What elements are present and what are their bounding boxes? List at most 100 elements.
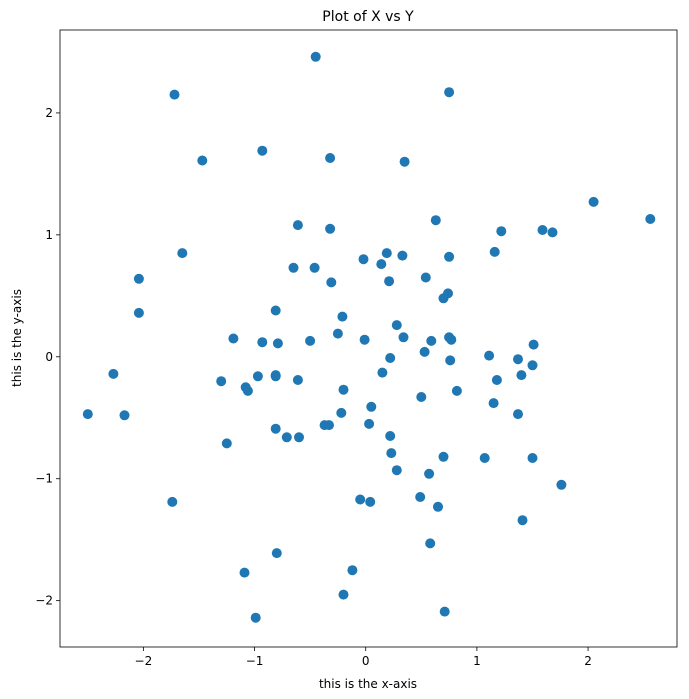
y-tick-label: −2 xyxy=(35,594,53,608)
data-point xyxy=(325,153,336,163)
data-point xyxy=(479,453,490,463)
data-point xyxy=(391,465,402,476)
data-point xyxy=(337,311,348,322)
y-axis-label: this is the y-axis xyxy=(10,289,24,387)
data-point xyxy=(270,305,281,316)
data-point xyxy=(556,479,567,490)
data-point xyxy=(257,337,268,348)
data-point xyxy=(167,496,178,507)
data-point xyxy=(385,431,396,441)
y-tick-label: 0 xyxy=(45,350,53,364)
data-point xyxy=(489,246,500,257)
plot-frame xyxy=(59,29,678,648)
data-point xyxy=(239,567,250,578)
data-point xyxy=(496,226,507,237)
data-point xyxy=(537,225,548,235)
x-tick-label: 2 xyxy=(584,654,592,668)
data-point xyxy=(326,277,337,288)
data-point xyxy=(513,354,523,365)
data-point xyxy=(488,398,499,409)
data-point xyxy=(517,515,528,526)
data-point xyxy=(270,423,281,434)
data-point xyxy=(177,248,188,259)
data-point xyxy=(270,370,281,381)
data-point xyxy=(420,272,431,283)
data-point xyxy=(294,432,304,443)
data-point xyxy=(528,339,539,350)
data-point xyxy=(228,333,239,344)
data-point xyxy=(426,335,437,346)
data-point xyxy=(250,612,261,623)
data-point xyxy=(433,501,443,512)
data-point xyxy=(444,251,455,262)
data-point xyxy=(355,494,366,505)
data-point xyxy=(82,409,93,420)
data-point xyxy=(391,320,402,331)
x-tick-label: 0 xyxy=(362,654,370,668)
data-point xyxy=(338,384,349,395)
y-tick-label: −1 xyxy=(35,472,53,486)
data-point xyxy=(108,368,119,379)
data-point xyxy=(438,293,449,304)
data-point xyxy=(384,276,395,287)
data-point xyxy=(451,385,462,396)
data-point xyxy=(399,156,410,167)
y-axis-ticks: −2 −1 0 1 2 xyxy=(35,106,60,608)
data-point xyxy=(305,335,316,346)
data-point xyxy=(309,262,320,273)
data-point xyxy=(325,223,336,234)
data-point xyxy=(221,438,232,449)
data-point xyxy=(336,407,347,418)
data-point xyxy=(386,448,397,459)
data-point xyxy=(377,367,388,378)
data-point xyxy=(491,375,502,385)
data-point xyxy=(397,250,408,261)
data-point xyxy=(347,565,358,576)
data-point xyxy=(516,370,527,381)
data-point xyxy=(197,155,208,166)
data-point xyxy=(272,338,283,349)
data-point xyxy=(366,401,377,412)
data-point xyxy=(445,355,456,366)
data-point xyxy=(364,418,375,429)
data-point xyxy=(381,248,392,259)
data-point xyxy=(484,350,495,361)
data-point xyxy=(332,328,343,339)
data-point xyxy=(588,196,599,207)
data-point xyxy=(444,87,455,98)
data-point xyxy=(292,375,303,385)
data-point xyxy=(358,254,369,265)
x-axis-ticks: −2 −1 0 1 2 xyxy=(135,647,592,668)
data-point xyxy=(398,332,409,343)
data-point xyxy=(365,496,376,507)
data-point xyxy=(416,392,427,402)
data-point xyxy=(513,409,523,420)
chart-title: Plot of X vs Y xyxy=(322,9,414,25)
data-point xyxy=(376,259,387,270)
x-tick-label: −2 xyxy=(135,654,153,668)
data-point xyxy=(438,451,449,462)
data-point xyxy=(310,51,321,62)
data-point xyxy=(292,220,303,231)
data-point xyxy=(216,376,227,387)
data-point xyxy=(281,432,292,443)
x-tick-label: −1 xyxy=(246,654,264,668)
x-tick-label: 1 xyxy=(473,654,481,668)
data-point xyxy=(419,346,430,357)
data-point xyxy=(242,385,253,396)
points-layer xyxy=(82,51,656,623)
data-point xyxy=(645,214,656,224)
data-point xyxy=(527,453,538,463)
data-point xyxy=(119,410,130,421)
data-point xyxy=(288,262,299,273)
data-point xyxy=(169,89,180,100)
data-point xyxy=(527,360,538,371)
data-point xyxy=(385,353,396,363)
data-point xyxy=(425,538,436,549)
data-point xyxy=(133,273,144,284)
data-point xyxy=(415,492,426,502)
data-point xyxy=(430,215,441,226)
y-tick-label: 1 xyxy=(45,228,53,242)
data-point xyxy=(271,548,282,559)
